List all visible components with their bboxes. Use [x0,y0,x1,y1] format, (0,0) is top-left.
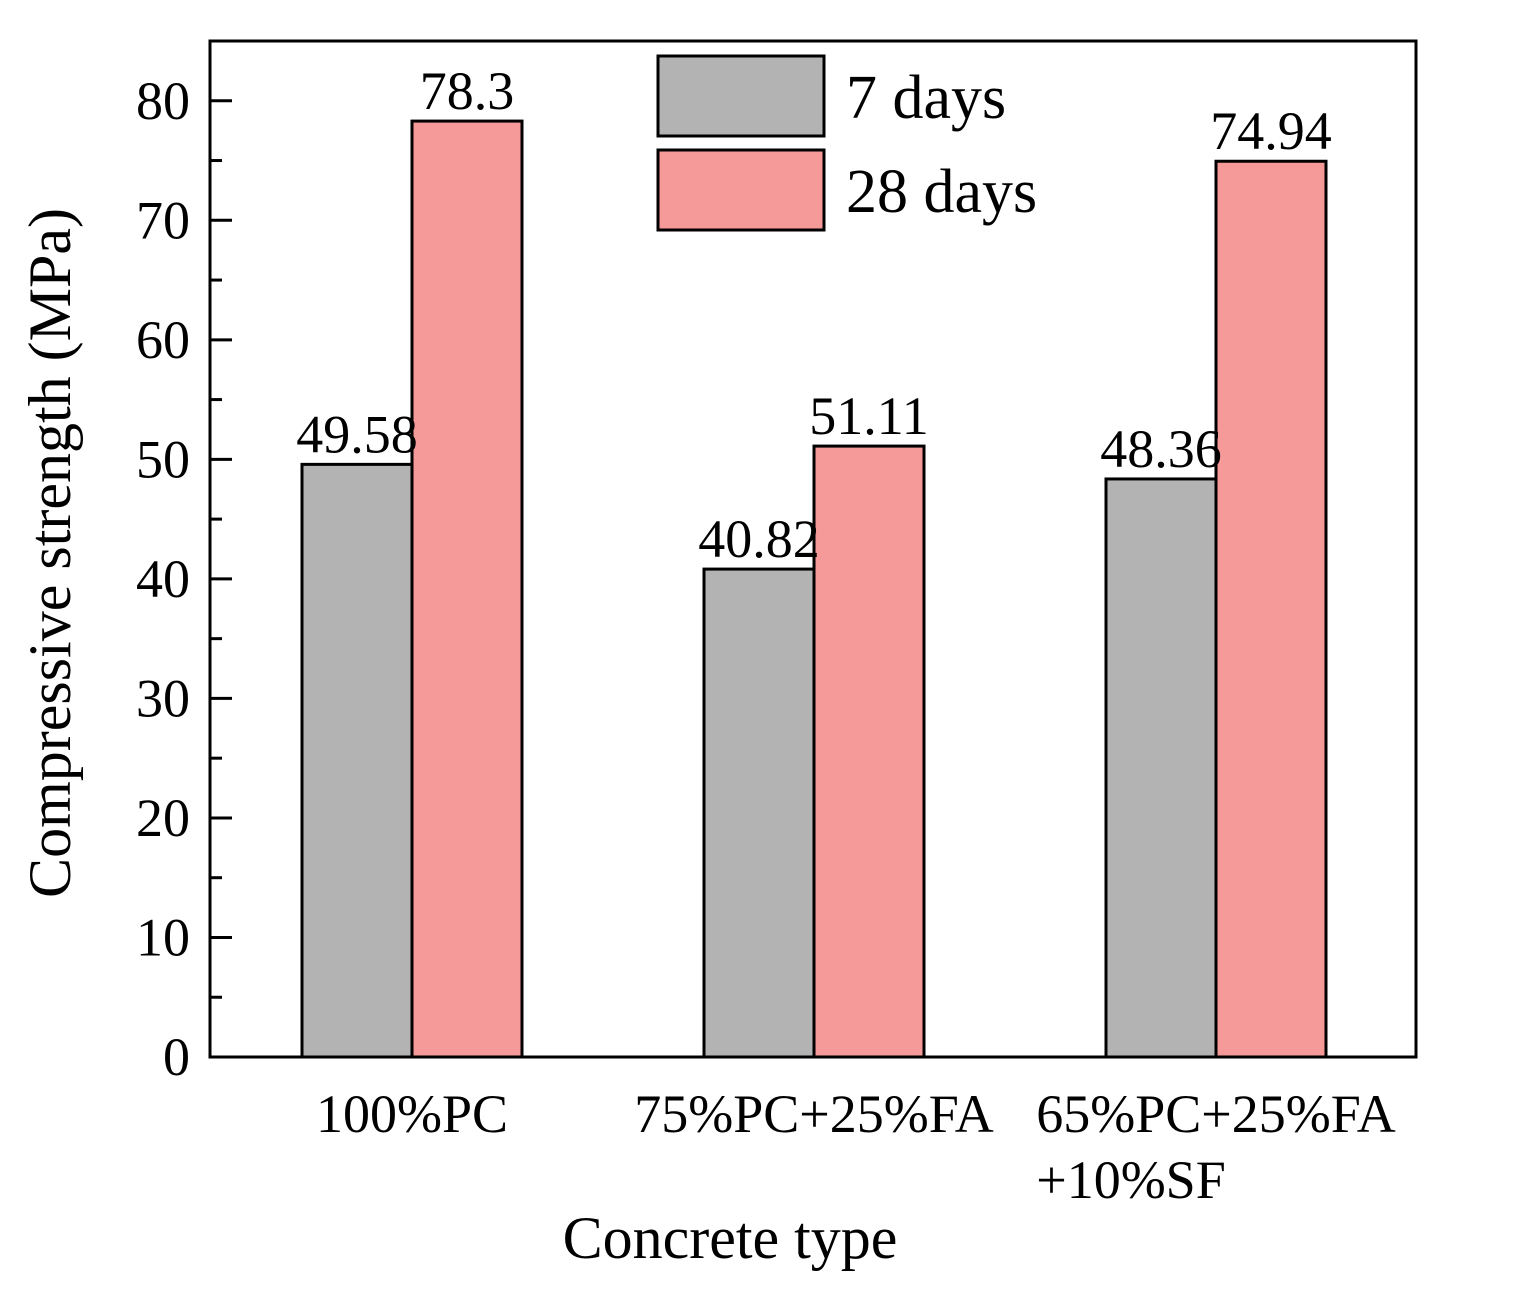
data-label: 78.3 [420,61,515,121]
data-label: 51.11 [809,386,929,446]
y-tick-label: 10 [136,907,190,967]
bar-28-days-1 [410,119,524,1059]
y-tick-label: 40 [136,549,190,609]
y-ticks-layer: 0 10 20 30 40 50 60 70 80 [136,71,232,1087]
x-axis-title: Concrete type [563,1205,898,1271]
legend-swatch-28-days [656,148,826,232]
data-labels: 49.58 40.82 48.36 78.3 51.11 74.94 [296,61,1332,569]
bar-28-days-3 [1214,159,1328,1059]
bar-7-days-1 [300,462,414,1059]
x-ticks-layer [410,1039,1218,1057]
legend-swatch-7-days [656,54,826,138]
y-tick-label: 0 [163,1027,190,1087]
bar-7-days-3 [1104,477,1218,1059]
bar-7-days-2 [702,567,816,1059]
category-label: +10%SF [1036,1150,1226,1210]
data-label: 49.58 [296,404,418,464]
bars-layer [300,119,1328,1059]
data-label: 48.36 [1100,419,1222,479]
data-label: 40.82 [698,509,820,569]
legend-label: 7 days [846,64,1006,132]
legend: 7 days 28 days [656,54,1037,232]
y-tick-label: 50 [136,429,190,489]
bar-28-days-2 [812,444,926,1059]
y-tick-label: 30 [136,668,190,728]
category-labels: 100%PC 75%PC+25%FA 65%PC+25%FA+10%SF [316,1084,1396,1210]
category-label: 100%PC [316,1084,508,1144]
y-axis-title: Compressive strength (MPa) [17,208,83,898]
category-label: 75%PC+25%FA [634,1084,994,1144]
y-tick-label: 80 [136,71,190,131]
y-tick-label: 70 [136,190,190,250]
legend-label: 28 days [846,158,1037,226]
y-tick-label: 60 [136,310,190,370]
data-label: 74.94 [1210,101,1332,161]
plot-frame [208,39,1418,1059]
category-label: 65%PC+25%FA [1036,1084,1396,1144]
y-tick-label: 20 [136,788,190,848]
